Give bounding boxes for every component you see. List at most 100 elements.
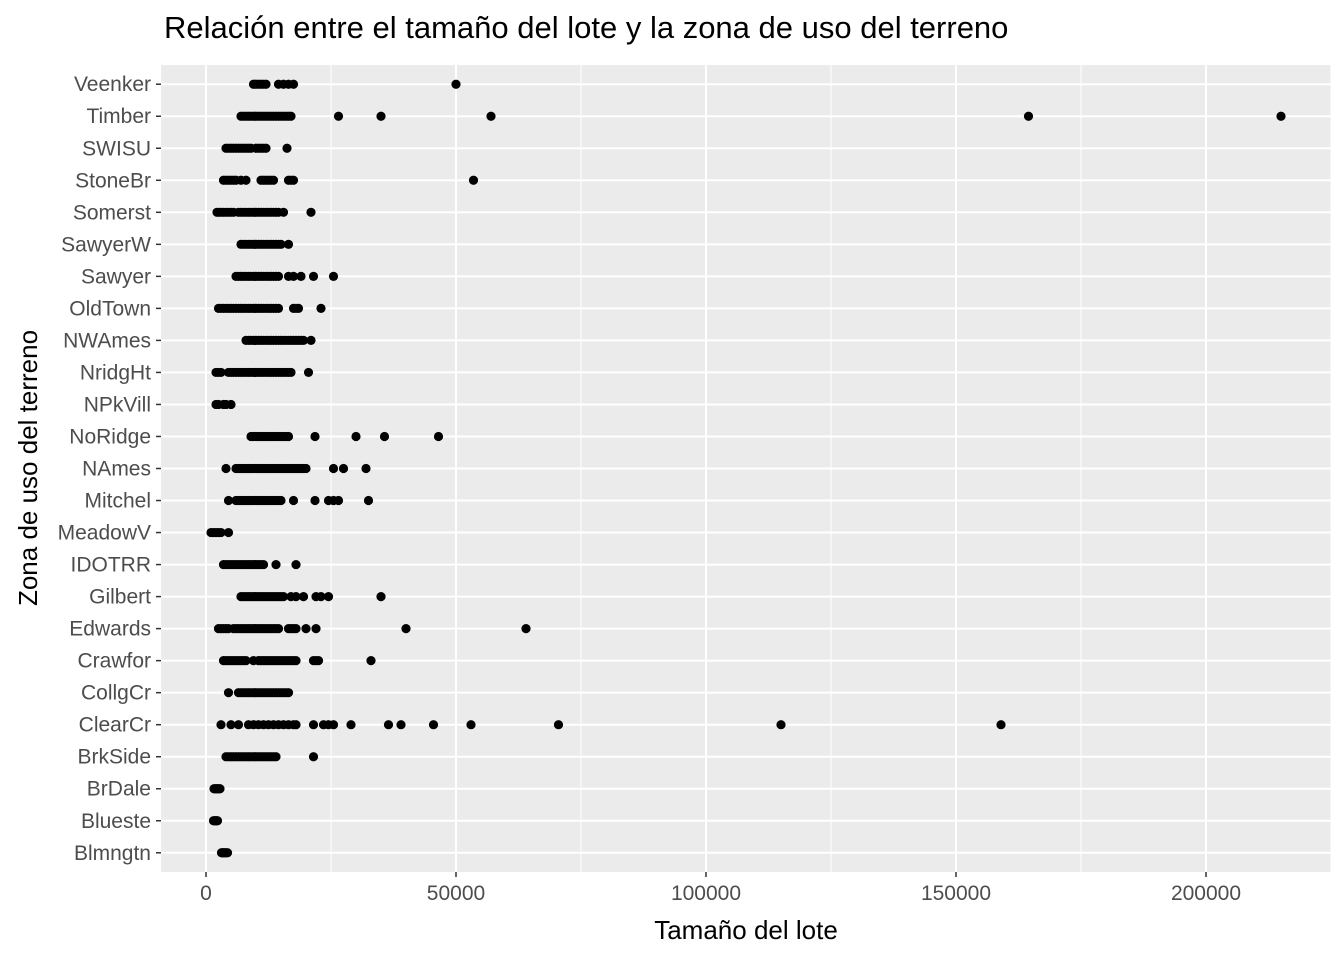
point-timber: [376, 111, 386, 121]
y-tick-label-veenker: Veenker: [74, 73, 151, 96]
point-mitchel: [310, 495, 320, 506]
point-oldtown: [316, 303, 326, 313]
point-oldtown: [273, 303, 284, 313]
point-noridge: [379, 431, 390, 442]
y-axis-title: Zona de uso del terreno: [13, 330, 43, 606]
y-tick-label-sawyerw: SawyerW: [61, 233, 151, 256]
y-tick-label-brkside: BrkSide: [77, 746, 151, 769]
point-somerst: [306, 207, 316, 217]
x-tick-label: 50000: [427, 882, 485, 905]
x-tick-label: 100000: [671, 882, 741, 905]
point-crawfor: [241, 656, 251, 666]
point-gilbert: [376, 591, 386, 602]
point-sawyer: [273, 271, 284, 281]
y-tick-label-gilbert: Gilbert: [89, 586, 151, 609]
point-noridge: [283, 431, 294, 442]
y-tick-label-blmngtn: Blmngtn: [74, 842, 151, 865]
point-somerst: [278, 207, 289, 217]
point-names: [221, 463, 231, 474]
point-mitchel: [276, 495, 286, 506]
point-clearcr: [996, 720, 1006, 730]
point-mitchel: [333, 495, 344, 506]
point-clearcr: [776, 720, 786, 730]
point-blmngtn: [222, 848, 233, 858]
point-crawfor: [313, 656, 324, 666]
point-noridge: [433, 431, 444, 442]
chart-title: Relación entre el tamaño del lote y la z…: [164, 10, 1009, 45]
point-idotrr: [271, 559, 281, 570]
point-gilbert: [278, 591, 289, 602]
point-stonebr: [288, 175, 299, 185]
y-tick-label-blueste: Blueste: [81, 810, 151, 833]
point-mitchel: [223, 495, 234, 506]
point-idotrr: [291, 559, 301, 570]
point-names: [301, 463, 311, 474]
point-clearcr: [466, 720, 476, 730]
point-veenker: [261, 79, 271, 89]
point-gilbert: [323, 591, 334, 602]
x-tick-label: 0: [200, 882, 212, 905]
point-brdale: [215, 784, 225, 794]
point-collgcr: [223, 688, 234, 698]
y-tick-label-collgcr: CollgCr: [81, 682, 151, 705]
point-sawyerw: [283, 239, 294, 249]
point-collgcr: [283, 688, 294, 698]
point-brkside: [271, 752, 281, 762]
point-edwards: [291, 624, 301, 634]
point-clearcr: [291, 720, 301, 730]
y-tick-label-clearcr: ClearCr: [79, 714, 151, 737]
point-gilbert: [298, 591, 309, 602]
y-axis-ticks: Blmngtn Blueste BrDale BrkSide ClearCr CollgC…: [58, 73, 161, 865]
point-sawyer: [296, 271, 306, 281]
point-edwards: [301, 624, 311, 634]
y-tick-label-swisu: SWISU: [82, 137, 151, 160]
point-stonebr: [241, 175, 251, 185]
point-nwames: [298, 335, 309, 346]
point-clearcr: [396, 720, 406, 730]
point-sawyerw: [276, 239, 286, 249]
point-npkvill: [226, 399, 236, 410]
y-tick-label-idotrr: IDOTRR: [71, 554, 152, 577]
point-edwards: [521, 624, 531, 634]
point-oldtown: [293, 303, 304, 313]
point-sawyer: [308, 271, 319, 281]
y-tick-label-timber: Timber: [86, 105, 151, 128]
y-tick-label-noridge: NoRidge: [69, 425, 151, 448]
point-timber: [1276, 111, 1286, 121]
y-tick-label-mitchel: Mitchel: [84, 490, 151, 513]
point-swisu: [261, 143, 271, 153]
point-sawyer: [288, 271, 299, 281]
point-nridght: [286, 367, 296, 378]
point-clearcr: [308, 720, 319, 730]
y-tick-label-somerst: Somerst: [73, 201, 151, 224]
point-brkside: [308, 752, 319, 762]
point-sawyer: [328, 271, 339, 281]
y-tick-label-edwards: Edwards: [69, 618, 151, 641]
point-edwards: [311, 624, 321, 634]
y-tick-label-sawyer: Sawyer: [81, 265, 151, 288]
y-tick-label-nridght: NridgHt: [80, 361, 151, 384]
y-tick-label-crawfor: Crawfor: [77, 650, 151, 673]
x-axis-title: Tamaño del lote: [654, 915, 838, 945]
point-gilbert: [316, 591, 326, 602]
point-veenker: [288, 79, 299, 89]
y-tick-label-brdale: BrDale: [87, 778, 151, 801]
point-nridght: [303, 367, 314, 378]
point-crawfor: [291, 656, 301, 666]
point-clearcr: [346, 720, 356, 730]
point-mitchel: [288, 495, 299, 506]
point-timber: [286, 111, 296, 121]
point-edwards: [273, 624, 284, 634]
point-clearcr: [226, 720, 236, 730]
point-timber: [333, 111, 344, 121]
point-names: [328, 463, 339, 474]
y-tick-label-meadowv: MeadowV: [58, 522, 151, 545]
y-tick-label-npkvill: NPkVill: [84, 393, 151, 416]
point-timber: [1023, 111, 1034, 121]
point-nwames: [306, 335, 316, 346]
point-names: [338, 463, 349, 474]
point-clearcr: [553, 720, 564, 730]
point-crawfor: [366, 656, 376, 666]
point-stonebr: [268, 175, 279, 185]
